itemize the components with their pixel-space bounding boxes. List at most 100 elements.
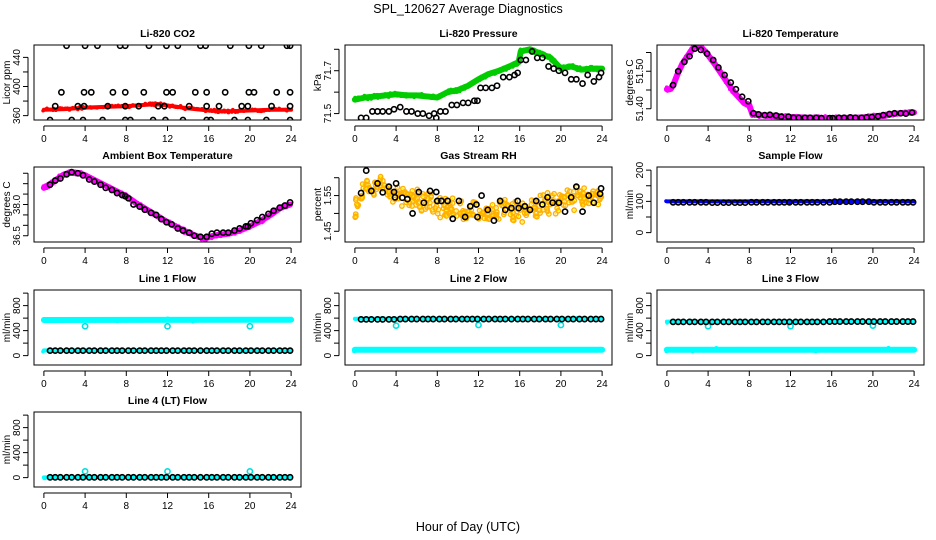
x-tick-label: 0 (664, 379, 670, 390)
series-raw-low-point (526, 347, 531, 352)
x-axis: 0 4 8 12 16 20 24 (664, 125, 920, 145)
x-tick-label: 20 (555, 134, 567, 145)
series-averages-point (714, 64, 722, 71)
series-averages-point (579, 80, 586, 87)
series-averages-point (273, 88, 281, 96)
series-averages-point (581, 315, 588, 323)
series-averages-point (270, 207, 277, 215)
series-averages-point (455, 197, 463, 205)
series-averages-point (569, 315, 577, 323)
series-raw-point-core (530, 203, 533, 206)
series-raw-point-core (525, 212, 528, 214)
series-averages-point (250, 88, 258, 96)
series-averages-point (46, 116, 54, 120)
series-raw-point-core (521, 221, 524, 223)
series-raw-point-core (379, 175, 382, 178)
series-raw-point-core (538, 209, 541, 212)
series-raw-point-core (558, 202, 561, 204)
series-raw-high-point (91, 319, 95, 323)
series-raw-point-core (512, 219, 515, 222)
series-raw-point-core (557, 209, 560, 212)
series-averages-point (404, 195, 411, 203)
series-raw-point (515, 213, 522, 220)
series-raw-point (183, 107, 187, 112)
series-raw-point-core (419, 205, 421, 208)
series-averages-point (162, 116, 169, 120)
series-averages-point (390, 315, 398, 323)
series-raw-point (434, 210, 441, 217)
series-raw-point-core (591, 192, 594, 195)
series-averages-point (226, 45, 234, 50)
series-raw-point-core (475, 204, 478, 207)
series-raw-point (70, 105, 75, 110)
series-averages-point (127, 116, 134, 120)
x-axis: 0 4 8 12 16 20 24 (41, 125, 297, 145)
series-raw-point-core (546, 192, 549, 194)
series-averages-point (490, 217, 498, 224)
series-averages-point (727, 79, 735, 86)
series-averages-point (244, 102, 252, 110)
series-averages-point (79, 116, 87, 120)
y-axis: 0 100 200 (635, 161, 652, 235)
series-averages-point (207, 116, 215, 120)
series-averages-point (555, 199, 563, 207)
panel-title: Li-820 Pressure (439, 28, 517, 40)
series-raw-point-core (491, 214, 494, 217)
series-averages-point (80, 88, 88, 96)
series-averages-point (396, 103, 404, 111)
series-averages-point (597, 315, 605, 323)
series-raw-point-core (533, 206, 535, 209)
y-axis-label: ml/min (2, 313, 13, 342)
series-averages-point (501, 315, 509, 323)
series-averages-point (453, 101, 461, 109)
series-raw-point-core (541, 203, 544, 206)
y-axis-label: ml/min (625, 190, 636, 219)
series-averages-point (444, 197, 451, 205)
series-raw-point-core (412, 195, 415, 198)
x-tick-label: 8 (747, 256, 753, 267)
series-averages-point (438, 197, 445, 205)
series-raw-high-point (140, 317, 144, 322)
series-averages-point (679, 198, 687, 206)
series-raw-point (588, 68, 592, 72)
series-raw-point-core (491, 204, 494, 206)
series-averages-point (190, 232, 198, 240)
series-averages-point (118, 347, 126, 355)
x-tick-label: 16 (203, 501, 215, 512)
series-averages-point (190, 347, 198, 355)
series-averages-point (253, 216, 261, 224)
series-averages-point (236, 225, 244, 232)
series-raw-point (553, 59, 558, 63)
series-averages-point (197, 233, 204, 241)
series-raw-low-point (837, 348, 842, 353)
series-averages-point (555, 67, 563, 75)
series-raw-point-core (431, 209, 434, 211)
y-tick-label: 0 (12, 474, 23, 480)
x-tick-label: 16 (826, 134, 838, 145)
y-axis: 71.5 71.7 (323, 48, 340, 123)
series-raw-point-core (600, 193, 602, 196)
plot-area (351, 46, 606, 120)
series-averages-point (174, 347, 182, 355)
series-raw-point (223, 109, 228, 114)
series-raw-point (580, 189, 586, 196)
series-averages-point (231, 116, 238, 120)
series-averages-point (224, 229, 232, 237)
x-axis: 0 4 8 12 16 20 24 (41, 370, 297, 390)
series-raw-point-core (455, 210, 457, 212)
series-averages-point (135, 102, 143, 110)
series-averages-point (401, 315, 409, 323)
series-raw-point (579, 67, 584, 72)
series-averages-point (526, 206, 534, 214)
series-raw-point-core (542, 194, 545, 196)
series-averages-point (847, 198, 855, 206)
series-raw-low-point (886, 345, 891, 350)
series-raw-point (493, 204, 500, 211)
series-averages-point (203, 88, 211, 96)
series-raw-point-core (598, 198, 601, 201)
series-averages-point (567, 193, 575, 201)
series-averages-point (179, 116, 187, 120)
series-raw-point (484, 74, 489, 79)
plot-frame (344, 44, 613, 121)
series-raw-point (673, 76, 677, 80)
